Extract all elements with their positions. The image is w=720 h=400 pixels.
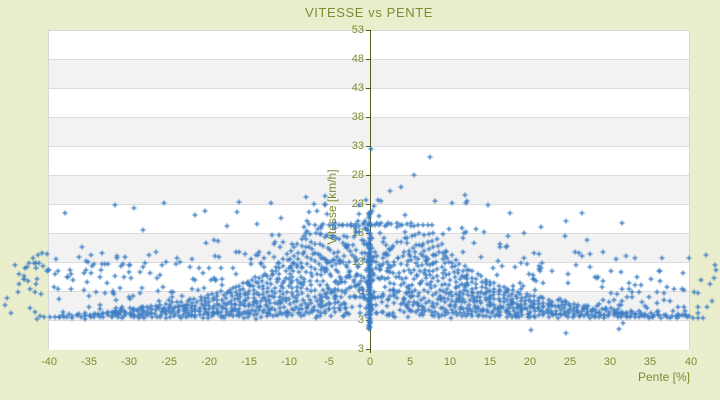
- x-tick-label: 15: [483, 356, 497, 368]
- x-tick-label: -10: [281, 356, 297, 368]
- x-tick-label: 0: [366, 356, 374, 368]
- y-tick-label: 13: [351, 256, 364, 268]
- y-axis-tick: [366, 88, 370, 89]
- chart-title: VITESSE vs PENTE: [304, 5, 434, 20]
- plot-area: [48, 30, 690, 350]
- x-tick-label: -20: [201, 356, 217, 368]
- x-tick-label: 35: [643, 356, 657, 368]
- y-grid-band: [49, 60, 689, 89]
- x-axis-title: Pente [%]: [637, 370, 690, 384]
- y-axis-line: [370, 30, 371, 353]
- x-tick-label: -15: [241, 356, 257, 368]
- y-tick-label: 33: [351, 140, 364, 152]
- x-tick-label: 25: [563, 356, 577, 368]
- y-tick-label: 18: [351, 227, 364, 239]
- y-axis-tick: [366, 349, 370, 350]
- y-tick-label: 38: [351, 111, 364, 123]
- y-axis-tick: [366, 59, 370, 60]
- y-tick-label: 3: [357, 314, 364, 326]
- x-tick-label: -30: [121, 356, 137, 368]
- x-tick-label: 10: [443, 356, 457, 368]
- y-axis-tick: [366, 262, 370, 263]
- y-grid-band: [49, 31, 689, 60]
- y-tick-label: 53: [351, 24, 364, 36]
- y-axis-tick: [366, 233, 370, 234]
- y-grid-band: [49, 89, 689, 118]
- y-tick-label: 8: [357, 285, 364, 297]
- y-axis-tick: [366, 175, 370, 176]
- y-axis-tick: [366, 291, 370, 292]
- y-axis-tick: [366, 117, 370, 118]
- x-tick-label: -25: [161, 356, 177, 368]
- y-grid-band: [49, 321, 689, 350]
- y-grid-band: [49, 292, 689, 321]
- y-axis-tick: [366, 204, 370, 205]
- y-grid-band: [49, 147, 689, 176]
- y-tick-label: 28: [351, 169, 364, 181]
- y-grid-band: [49, 263, 689, 292]
- x-tick-label: 20: [523, 356, 537, 368]
- y-grid-band: [49, 205, 689, 234]
- y-tick-label: 23: [351, 198, 364, 210]
- x-tick-label: 30: [603, 356, 617, 368]
- x-tick-label: 5: [406, 356, 414, 368]
- y-tick-label: 43: [351, 82, 364, 94]
- y-axis-tick: [366, 320, 370, 321]
- y-grid-band: [49, 234, 689, 263]
- x-tick-label: -40: [41, 356, 57, 368]
- y-axis-tick: [366, 30, 370, 31]
- y-tick-label: 3: [357, 343, 364, 355]
- x-tick-label: -35: [81, 356, 97, 368]
- x-tick-label: 40: [684, 356, 698, 368]
- y-grid-band: [49, 118, 689, 147]
- y-grid-band: [49, 176, 689, 205]
- y-tick-label: 48: [351, 53, 364, 65]
- x-tick-label: -5: [324, 356, 334, 368]
- y-axis-tick: [366, 146, 370, 147]
